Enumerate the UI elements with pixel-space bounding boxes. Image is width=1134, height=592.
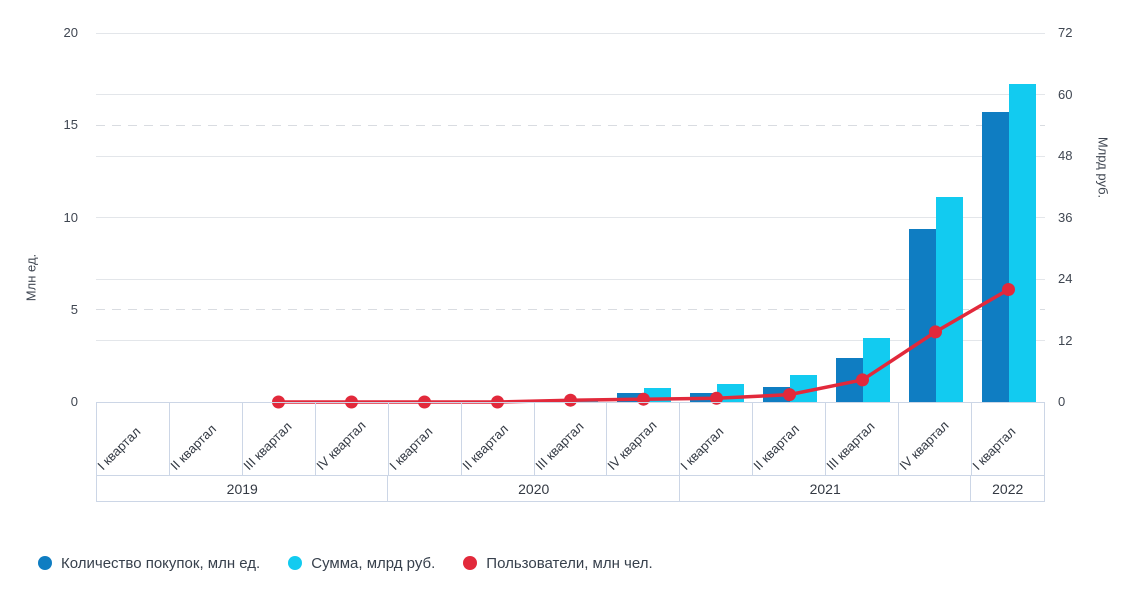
quarter-cell-2020: III квартал <box>531 403 607 475</box>
quarter-label: II квартал <box>459 421 511 473</box>
right-axis-tick: 24 <box>1058 271 1073 286</box>
quarter-cell-2021: II квартал <box>750 403 825 475</box>
quarter-label: IV квартал <box>604 417 661 473</box>
left-axis-tick: 20 <box>63 25 78 40</box>
right-axis-title: Млрд руб. <box>1095 136 1111 199</box>
users-line-point <box>929 325 942 339</box>
right-axis-tick: 0 <box>1058 394 1066 409</box>
left-axis-tick: 0 <box>70 394 78 409</box>
quarter-label: I квартал <box>94 423 144 473</box>
users-line-layer <box>272 283 1015 409</box>
purchases-series-dot-icon <box>38 556 52 570</box>
gridline <box>96 32 1045 34</box>
year-label-2022: 2022 <box>970 476 1044 501</box>
quarter-label: I квартал <box>969 423 1019 473</box>
gridline <box>96 155 1045 157</box>
legend-label: Количество покупок, млн ед. <box>61 554 261 572</box>
right-axis-tick: 36 <box>1058 209 1073 225</box>
year-label-2021: 2021 <box>678 476 970 501</box>
legend-label: Сумма, млрд руб. <box>311 554 436 572</box>
gridline <box>96 340 1045 341</box>
legend-item-purchases: Количество покупок, млн ед. <box>38 555 260 572</box>
left-axis-tick: 10 <box>63 209 78 225</box>
bar-purchases-12 <box>981 112 1009 402</box>
quarter-cell-2019: IV квартал <box>313 403 388 475</box>
left-axis-tick: 15 <box>63 117 78 133</box>
x-axis-years: 2019 2020 2021 2022 <box>96 475 1045 502</box>
quarter-cell-2019: II квартал <box>167 403 242 475</box>
quarter-label: III квартал <box>823 418 878 473</box>
x-axis-quarters: I квартал II квартал III квартал IV квартал… <box>94 402 1045 475</box>
quarter-label: I квартал <box>677 423 727 473</box>
quarter-cell-2019: I квартал <box>94 403 169 475</box>
year-label-2020: 2020 <box>387 476 678 501</box>
right-axis-tick: 48 <box>1058 148 1073 163</box>
quarter-cell-2020: I квартал <box>386 403 461 475</box>
quarter-cell-2021: I квартал <box>677 403 752 475</box>
bar-purchases-7 <box>616 392 644 402</box>
quarter-label: II квартал <box>167 421 220 473</box>
quarter-cell-2021: IV квартал <box>896 403 971 475</box>
quarter-label: I квартал <box>386 423 436 473</box>
gridline <box>96 217 1045 218</box>
quarter-label: IV квартал <box>896 417 952 473</box>
quarter-label: II квартал <box>750 421 803 473</box>
gridline-dashed <box>96 309 1045 311</box>
sum-series-dot-icon <box>288 556 303 570</box>
right-axis-tick: 60 <box>1058 86 1073 102</box>
quarter-cell-2020: II квартал <box>459 403 534 475</box>
year-label-2019: 2019 <box>226 480 258 497</box>
quarter-cell-2019: III квартал <box>240 403 315 475</box>
quarter-cell-2021: III квартал <box>823 403 898 475</box>
legend-item-sum: Сумма, млрд руб. <box>288 555 435 572</box>
quarter-cell-2022: I квартал <box>969 403 1045 475</box>
bar-purchases-11 <box>908 228 936 402</box>
bar-sum-11 <box>935 197 963 402</box>
bar-sum-12 <box>1008 84 1036 402</box>
quarter-cell-2020: IV квартал <box>604 403 679 475</box>
users-line-point <box>783 388 796 402</box>
users-line-point <box>564 393 577 407</box>
right-axis-tick: 72 <box>1058 25 1073 40</box>
plot-area <box>96 32 1045 409</box>
legend-item-users: Пользователи, млн чел. <box>463 554 653 572</box>
legend: Количество покупок, млн ед. Сумма, млрд … <box>38 549 653 577</box>
gridline-dashed <box>96 124 1045 126</box>
gridline <box>96 278 1045 280</box>
quarter-label: III квартал <box>240 418 295 473</box>
quarter-label: IV квартал <box>313 417 369 473</box>
users-line <box>278 287 1010 404</box>
quarter-label: III квартал <box>531 418 587 473</box>
users-series-dot-icon <box>463 556 478 570</box>
legend-label: Пользователи, млн чел. <box>486 554 653 572</box>
right-axis-tick: 12 <box>1058 332 1073 348</box>
left-axis-tick: 5 <box>70 301 78 317</box>
users-line-point <box>856 373 869 387</box>
users-line-point <box>1002 283 1015 296</box>
users-line-point <box>710 391 723 405</box>
left-axis-title: Млн ед. <box>23 253 39 302</box>
gridline <box>96 94 1045 95</box>
